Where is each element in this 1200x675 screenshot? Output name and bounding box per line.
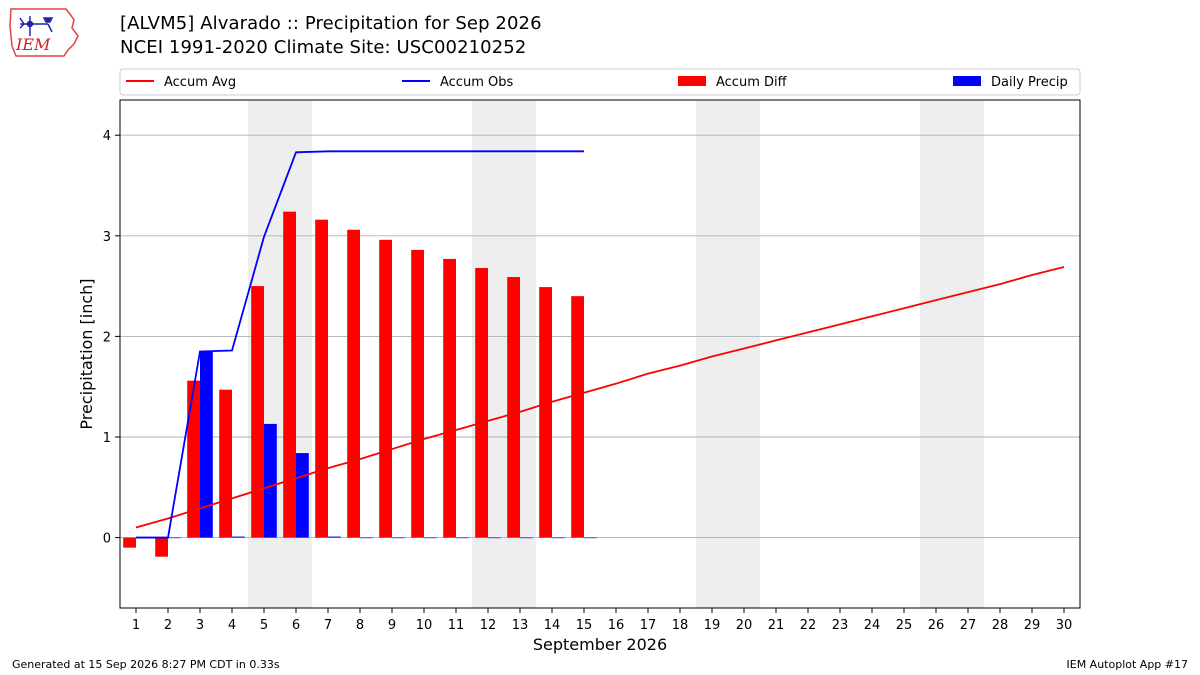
x-tick-label: 25 — [896, 618, 913, 633]
bar-accum-diff — [571, 296, 584, 538]
bar-accum-diff — [283, 211, 296, 538]
app-label: IEM Autoplot App #17 — [1066, 658, 1189, 671]
y-tick-label: 3 — [103, 230, 111, 245]
legend-swatch-accum-diff — [678, 76, 706, 86]
bar-daily-precip — [264, 423, 277, 538]
x-tick-label: 28 — [992, 618, 1009, 633]
legend-label-accum-diff: Accum Diff — [716, 75, 788, 90]
x-tick-label: 23 — [832, 618, 849, 633]
x-tick-label: 8 — [356, 618, 364, 633]
bar-daily-precip — [232, 536, 245, 538]
x-tick-label: 11 — [448, 618, 465, 633]
bar-accum-diff — [539, 287, 552, 538]
y-tick-label: 0 — [103, 532, 111, 547]
x-tick-label: 19 — [704, 618, 721, 633]
x-tick-label: 5 — [260, 618, 268, 633]
weekend-band — [472, 100, 536, 608]
bar-daily-precip — [584, 537, 597, 539]
x-tick-label: 12 — [480, 618, 497, 633]
weekend-band — [920, 100, 984, 608]
bar-daily-precip — [456, 537, 469, 539]
x-tick-label: 29 — [1024, 618, 1041, 633]
weekend-band — [248, 100, 312, 608]
logo-text: IEM — [15, 35, 51, 54]
y-axis-label: Precipitation [inch] — [77, 278, 96, 429]
bar-daily-precip — [136, 537, 149, 539]
bar-accum-diff — [507, 277, 520, 538]
legend-label-daily-precip: Daily Precip — [991, 75, 1068, 90]
x-tick-label: 21 — [768, 618, 785, 633]
x-tick-label: 1 — [132, 618, 140, 633]
y-tick-label: 1 — [103, 431, 111, 446]
x-tick-label: 27 — [960, 618, 977, 633]
x-tick-label: 3 — [196, 618, 204, 633]
bar-accum-diff — [379, 239, 392, 538]
bar-daily-precip — [392, 537, 405, 539]
bar-daily-precip — [168, 537, 181, 539]
chart-subtitle: NCEI 1991-2020 Climate Site: USC00210252 — [120, 37, 527, 58]
x-tick-label: 24 — [864, 618, 881, 633]
bar-daily-precip — [328, 536, 341, 538]
x-tick-label: 20 — [736, 618, 753, 633]
x-tick-label: 16 — [608, 618, 625, 633]
legend: Accum Avg Accum Obs Accum Diff Daily Precip — [119, 68, 1081, 96]
bar-daily-precip — [520, 537, 533, 539]
x-tick-label: 6 — [292, 618, 300, 633]
bar-accum-diff — [411, 249, 424, 538]
x-tick-label: 30 — [1056, 618, 1073, 633]
x-tick-label: 17 — [640, 618, 657, 633]
bar-accum-diff — [251, 286, 264, 538]
iem-logo: IEM — [9, 8, 79, 57]
weekend-band — [696, 100, 760, 608]
bar-daily-precip — [552, 537, 565, 539]
line-layer — [135, 150, 1065, 539]
bar-accum-diff — [443, 258, 456, 538]
legend-label-accum-obs: Accum Obs — [440, 75, 513, 90]
legend-frame — [119, 68, 1081, 96]
bar-daily-precip — [424, 537, 437, 539]
x-tick-label: 22 — [800, 618, 817, 633]
iowa-outline-icon — [9, 8, 79, 57]
bar-accum-diff — [219, 389, 232, 538]
bar-accum-diff — [475, 267, 488, 538]
y-axis-ticks: 0 1 2 3 4 — [103, 129, 120, 547]
line-accum-obs — [136, 150, 584, 539]
generated-timestamp: Generated at 15 Sep 2026 8:27 PM CDT in … — [12, 658, 280, 671]
plot-frame — [119, 99, 1081, 609]
x-tick-label: 26 — [928, 618, 945, 633]
line-accum-avg — [135, 266, 1065, 529]
weekend-shading-layer — [248, 100, 984, 608]
bar-accum-diff — [187, 380, 200, 538]
bar-accum-diff — [123, 537, 136, 548]
x-tick-label: 9 — [388, 618, 396, 633]
x-tick-label: 18 — [672, 618, 689, 633]
legend-label-accum-avg: Accum Avg — [164, 75, 236, 90]
bar-daily-precip — [488, 537, 501, 539]
bar-accum-diff — [315, 219, 328, 538]
x-tick-label: 7 — [324, 618, 332, 633]
x-tick-label: 15 — [576, 618, 593, 633]
x-tick-label: 10 — [416, 618, 433, 633]
x-axis-label: September 2026 — [533, 635, 667, 654]
chart-title: [ALVM5] Alvarado :: Precipitation for Se… — [120, 13, 542, 34]
y-tick-label: 2 — [103, 330, 111, 345]
x-tick-label: 14 — [544, 618, 561, 633]
bar-daily-precip — [200, 351, 213, 538]
x-tick-label: 13 — [512, 618, 529, 633]
bar-daily-precip — [360, 537, 373, 539]
bar-layer — [123, 211, 597, 557]
y-tick-label: 4 — [103, 129, 111, 144]
y-gridlines — [120, 134, 1080, 539]
x-tick-label: 4 — [228, 618, 236, 633]
bar-daily-precip — [296, 453, 309, 538]
legend-swatch-daily-precip — [953, 76, 981, 86]
bar-accum-diff — [155, 537, 168, 557]
x-tick-label: 2 — [164, 618, 172, 633]
x-axis-ticks: 1 2 3 4 5 6 7 8 9 10 11 12 13 14 15 16 17 18 19 20 21 22 23 24 2… — [132, 608, 1072, 633]
bar-accum-diff — [347, 229, 360, 538]
weather-station-icon — [19, 16, 54, 36]
